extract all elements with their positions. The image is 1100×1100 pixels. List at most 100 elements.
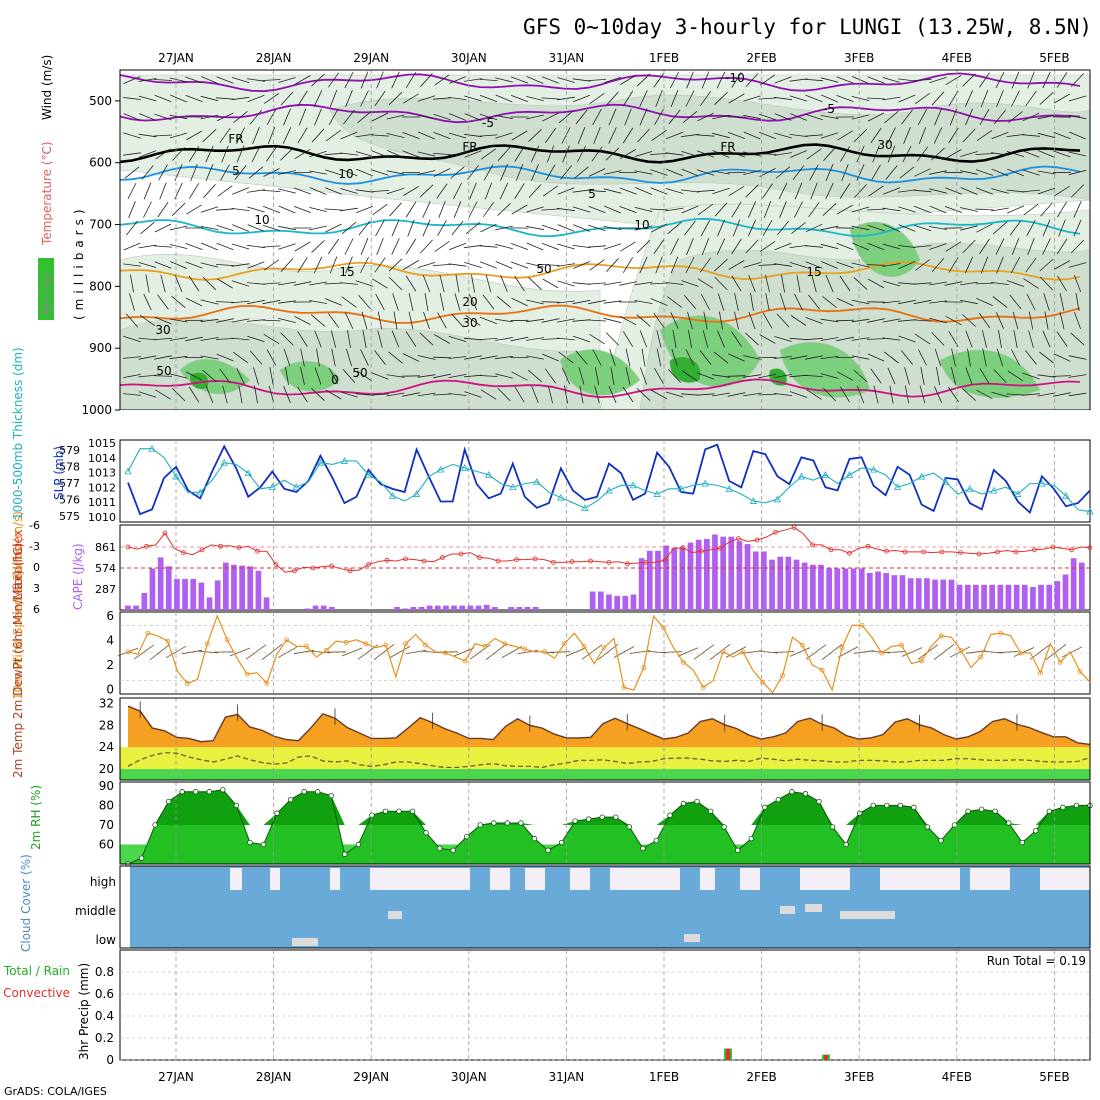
wind-barb [804,245,824,248]
wind-barb [405,275,417,292]
wind-barb [589,259,605,271]
wind-barb [160,274,166,293]
li-marker [477,555,482,560]
wind-barb [464,391,482,398]
cape-bar [508,607,514,610]
wind-barb [837,130,853,141]
wind-barb [262,299,281,305]
wind-barb [278,205,296,214]
wind-barb [774,113,792,121]
wind-barb [386,170,405,175]
wind-barb [327,72,340,88]
thickness-marker [340,457,349,464]
wind-barb [945,149,962,159]
rh-marker [572,818,578,824]
wind-barb [495,225,513,231]
cape-bar [214,580,221,610]
wind-barb [650,298,668,306]
wind-barb [789,337,808,341]
wind-barb [804,375,824,377]
wind-barb [1011,71,1020,89]
precip-tick-label: 0.2 [95,1031,114,1045]
wind10m-barb [229,647,251,657]
wind-barb [248,166,264,179]
wind-barb [360,71,369,89]
wind-barb [495,337,513,341]
wind-barb [991,207,1009,212]
wind-barb [138,95,157,102]
cape-bar [206,597,213,610]
wind-barb [251,145,261,163]
wind-barb [454,293,461,311]
li-ylabel: Lifted Index [11,529,25,600]
wind-barb [448,132,467,139]
date-label-bottom: 2FEB [746,1070,776,1084]
wind-barb [821,94,838,103]
wind-barb [371,112,389,122]
wind-barb [497,387,511,402]
wind-barb [1071,73,1084,87]
cape-bar [981,584,987,610]
precip-ylabel: 3hr Precip (mm) [77,963,91,1060]
wind-barb [789,391,808,398]
wind-barb [639,90,648,107]
wind-barb [405,238,417,255]
li-tick-label: 6 [33,603,40,616]
wind-barb [203,184,216,198]
wind-barb [743,392,761,397]
wind-barb [324,169,343,176]
wind-barb [386,187,405,195]
wind-barb [123,152,141,156]
wind-barb [915,259,930,271]
wind-barb [372,278,388,289]
wind-barb [944,281,963,286]
wind-barb [200,337,219,341]
contour-label: -5 [482,116,494,130]
wind-barb [620,241,636,252]
wind-barb [805,94,823,103]
thickness-marker [990,486,998,494]
wind-barb [480,389,497,400]
wind-barb [1042,238,1051,255]
wind-barb [976,298,993,306]
wind-barb [1070,332,1085,346]
wind-barb [731,72,742,88]
wind-barb [141,165,154,180]
wind-barb [1042,330,1051,348]
wind10m-barb [901,647,923,657]
rh-marker [694,798,700,805]
li-marker [828,547,834,553]
wind-barb [918,126,927,145]
wind-barb [762,312,773,329]
wind-barb [560,165,572,180]
y-tick-label: 600 [89,156,112,170]
wind-barb [1028,311,1034,330]
wind-barb [712,187,730,195]
cape-bar [1062,574,1069,610]
wind-barb [577,127,586,144]
wind-barb [1056,331,1068,347]
wind-barb [682,110,698,124]
wind-barb [464,95,482,102]
temperature-contour [119,143,1081,164]
wind-barb [417,262,436,268]
wind-barb [449,113,466,121]
wind10m-marker [938,633,944,639]
wind-barb [138,78,157,82]
wind-barb [216,353,234,362]
wind-barb [221,145,229,163]
wind-barb [405,72,417,88]
rh-tick-label: 80 [99,798,114,812]
wind-barb [324,187,343,195]
wind-barb [345,90,353,107]
cape-bar [712,534,718,610]
cape-bar [492,607,498,610]
wind-barb [437,220,447,236]
wind-barb [232,224,249,232]
wind-barb [1011,237,1020,256]
wind10m-marker [581,643,587,649]
wind-barb [898,261,916,269]
wind-barb [1022,372,1040,380]
wind-barb [728,353,745,362]
thickness-marker [1062,491,1070,499]
